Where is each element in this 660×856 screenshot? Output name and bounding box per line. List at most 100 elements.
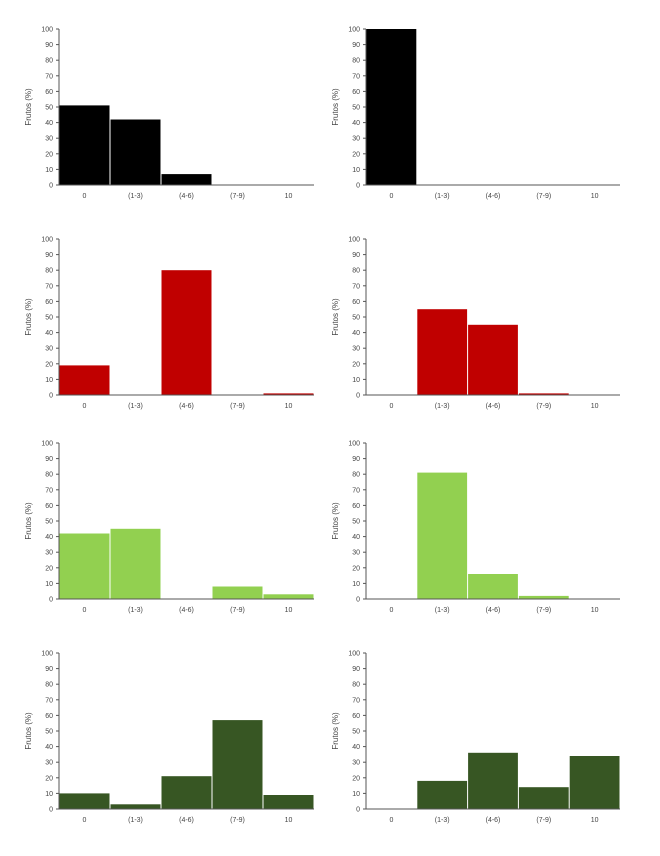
y-tick-label: 10 <box>352 377 360 384</box>
x-tick-label: 10 <box>591 193 599 200</box>
x-tick-label: (4-6) <box>486 403 501 410</box>
y-tick-label: 80 <box>45 472 53 479</box>
y-tick-label: 0 <box>49 183 53 190</box>
chart-panel-3: 0: 19 (4-6): 80 10: 1 0 10 20 30 40 50 60 70 80 90 10… <box>24 237 314 410</box>
x-tick-label: (4-6) <box>179 193 194 200</box>
y-tick-label: 90 <box>352 252 360 259</box>
bar-4-6: (4-6): 80 <box>161 270 212 395</box>
bar-0: 0: 10 <box>59 793 110 809</box>
y-tick-label: 60 <box>352 299 360 306</box>
x-tick-label: (4-6) <box>179 403 194 410</box>
y-tick-label: 50 <box>45 729 53 736</box>
y-tick-label: 60 <box>352 89 360 96</box>
bar-4-6: (4-6): 36 <box>468 752 518 809</box>
bar-1-3: (1-3): 18 <box>417 780 468 809</box>
y-tick-label: 50 <box>45 519 53 526</box>
y-tick-label: 60 <box>45 89 53 96</box>
bar-0: 0: 100 <box>366 29 417 185</box>
bar-1-3: (1-3): 42 <box>110 119 161 185</box>
y-tick-label: 60 <box>45 713 53 720</box>
y-tick-label: 70 <box>352 697 360 704</box>
y-tick-label: 40 <box>352 744 360 751</box>
y-axis-title: Frutos (%) <box>24 298 33 336</box>
x-tick-label: 10 <box>285 817 293 824</box>
x-tick-label: (1-3) <box>128 817 143 824</box>
chart-panel-5: 0: 42(1-3): 45 (7-9): 810: 3 0 10 20 30 40 50 60… <box>24 441 314 614</box>
y-tick-label: 50 <box>45 105 53 112</box>
bar-4-6: (4-6): 21 <box>161 776 212 809</box>
x-tick-label: 0 <box>83 817 87 824</box>
x-tick-label: (4-6) <box>179 817 194 824</box>
x-tick-label: (4-6) <box>179 607 194 614</box>
bar-4-6: (4-6): 45 <box>468 324 518 395</box>
x-tick-label: (7-9) <box>230 817 245 824</box>
bar-10: 10: 3 <box>263 594 314 599</box>
y-tick-label: 10 <box>45 377 53 384</box>
y-tick-label: 30 <box>352 760 360 767</box>
y-tick-label: 20 <box>45 361 53 368</box>
chart-panel-6: (1-3): 81(4-6): 16(7-9): 2 0 10 20 30 40 50 60 7… <box>331 441 620 614</box>
y-tick-label: 20 <box>352 565 360 572</box>
x-tick-label: (4-6) <box>486 607 501 614</box>
bar-0: 0: 51 <box>59 105 110 185</box>
y-tick-label: 70 <box>45 283 53 290</box>
y-tick-label: 20 <box>45 151 53 158</box>
y-tick-label: 100 <box>41 27 53 34</box>
y-tick-label: 10 <box>45 581 53 588</box>
y-tick-label: 70 <box>352 283 360 290</box>
bar-7-9: (7-9): 57 <box>212 720 263 809</box>
chart-panel-8: (1-3): 18(4-6): 36(7-9): 1410: 34 0 10 20 30… <box>331 651 620 824</box>
chart-panel-2: 0: 100 0 10 20 30 40 50 60 70 80 90 100 0 (1-3) (4-6) (… <box>331 27 620 200</box>
y-tick-label: 90 <box>352 42 360 49</box>
x-tick-label: 0 <box>83 193 87 200</box>
y-tick-label: 90 <box>45 252 53 259</box>
y-axis-title: Frutos (%) <box>331 298 340 336</box>
y-tick-label: 80 <box>352 682 360 689</box>
y-tick-label: 70 <box>45 73 53 80</box>
bar-1-3: (1-3): 81 <box>417 472 468 599</box>
bar-0: 0: 42 <box>59 533 110 599</box>
y-tick-label: 100 <box>348 651 360 658</box>
x-tick-label: (7-9) <box>536 607 551 614</box>
y-tick-label: 70 <box>45 697 53 704</box>
y-tick-label: 80 <box>45 682 53 689</box>
y-tick-label: 40 <box>45 534 53 541</box>
y-tick-label: 80 <box>352 472 360 479</box>
y-tick-label: 20 <box>352 361 360 368</box>
bar-1-3: (1-3): 45 <box>110 528 161 599</box>
y-tick-label: 50 <box>352 729 360 736</box>
x-tick-label: (7-9) <box>230 193 245 200</box>
y-tick-label: 60 <box>45 299 53 306</box>
bar-10: 10: 34 <box>569 756 620 809</box>
x-tick-label: (1-3) <box>435 607 450 614</box>
y-tick-label: 20 <box>352 775 360 782</box>
x-tick-label: (1-3) <box>128 403 143 410</box>
y-tick-label: 40 <box>45 330 53 337</box>
y-tick-label: 20 <box>45 565 53 572</box>
y-axis-title: Frutos (%) <box>331 88 340 126</box>
y-tick-label: 50 <box>352 519 360 526</box>
chart-panel-7: 0: 10(1-3): 3(4-6): 21(7-9): 5710: 9 0 10 2… <box>24 651 314 824</box>
x-tick-label: (4-6) <box>486 817 501 824</box>
x-tick-label: 0 <box>389 403 393 410</box>
y-tick-label: 40 <box>45 744 53 751</box>
y-tick-label: 100 <box>41 651 53 658</box>
y-tick-label: 100 <box>41 441 53 448</box>
y-tick-label: 0 <box>356 393 360 400</box>
x-tick-label: (7-9) <box>230 607 245 614</box>
y-tick-label: 30 <box>45 136 53 143</box>
y-tick-label: 30 <box>352 550 360 557</box>
y-tick-label: 30 <box>352 136 360 143</box>
bar-10: 10: 9 <box>263 795 314 809</box>
bar-1-3: (1-3): 55 <box>417 309 468 395</box>
bar-7-9: (7-9): 2 <box>518 595 569 599</box>
y-tick-label: 0 <box>356 807 360 814</box>
y-tick-label: 30 <box>45 346 53 353</box>
x-tick-label: 0 <box>389 607 393 614</box>
y-axis-title: Frutos (%) <box>24 502 33 540</box>
y-tick-label: 0 <box>49 597 53 604</box>
x-tick-label: (4-6) <box>486 193 501 200</box>
y-tick-label: 90 <box>45 42 53 49</box>
y-tick-label: 40 <box>352 534 360 541</box>
